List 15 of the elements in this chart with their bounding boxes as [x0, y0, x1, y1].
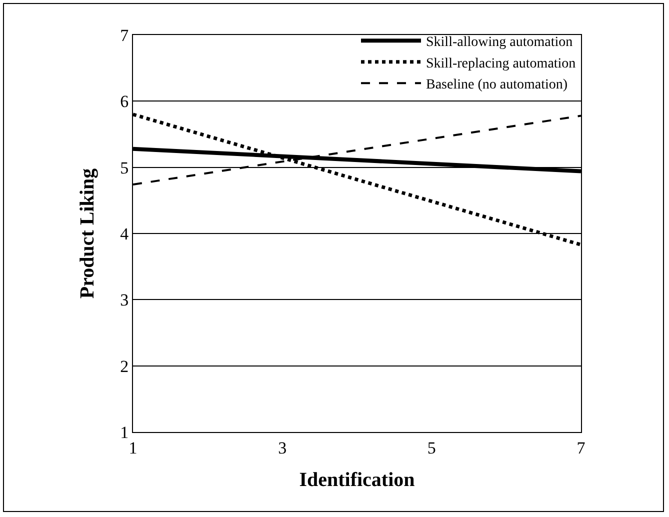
x-tick-label: 7 [576, 438, 586, 458]
y-axis-title: Product Liking [76, 168, 99, 299]
y-tick-label: 3 [120, 290, 129, 310]
x-axis-title: Identification [299, 468, 415, 491]
y-tick-label: 5 [120, 158, 129, 178]
legend-label: Skill-replacing automation [426, 56, 576, 72]
y-tick-label: 7 [120, 26, 130, 45]
y-tick-label: 1 [120, 422, 129, 442]
x-tick-label: 3 [278, 438, 287, 458]
y-tick-label: 6 [120, 92, 129, 112]
x-tick-label: 5 [427, 438, 436, 458]
legend-label: Baseline (no automation) [426, 78, 568, 93]
y-tick-label: 4 [120, 224, 130, 244]
y-tick-label: 2 [120, 356, 129, 376]
legend-label: Skill-allowing automation [426, 35, 573, 50]
